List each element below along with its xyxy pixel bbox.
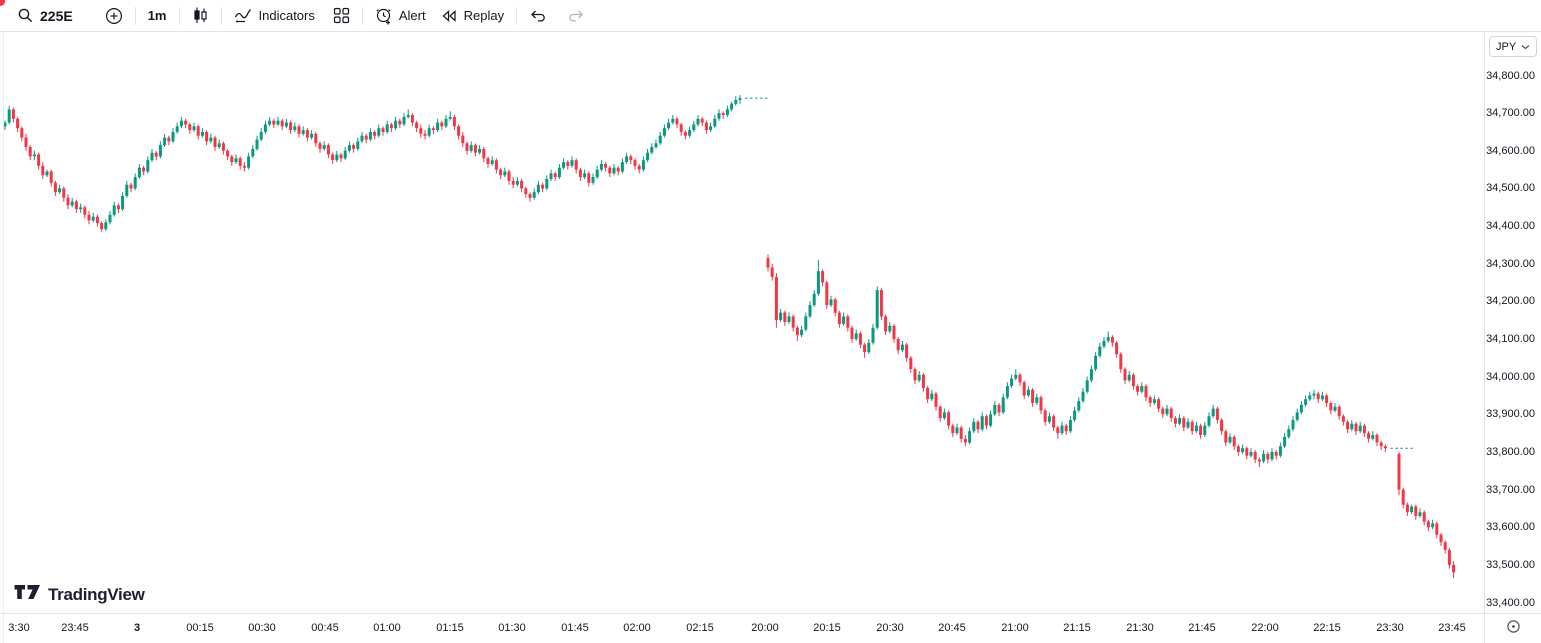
chevron-down-icon <box>1521 41 1530 53</box>
layout-grid-button[interactable] <box>326 3 357 29</box>
time-tick-label: 21:45 <box>1188 622 1216 634</box>
replay-button[interactable]: Replay <box>433 3 511 29</box>
grid-layout-icon <box>333 7 350 24</box>
time-tick-label: 22:15 <box>1313 622 1341 634</box>
time-tick-label: 00:30 <box>248 622 276 634</box>
add-symbol-button[interactable] <box>98 3 130 29</box>
time-tick-label: 20:30 <box>876 622 904 634</box>
time-tick-label: 00:15 <box>186 622 214 634</box>
price-tick-label: 34,400.00 <box>1486 220 1535 232</box>
interval-button[interactable]: 1m <box>141 3 174 29</box>
time-tick-label: 01:45 <box>561 622 589 634</box>
time-tick-label: 01:00 <box>373 622 401 634</box>
toolbar-divider <box>516 6 518 25</box>
indicators-button[interactable]: Indicators <box>227 3 322 29</box>
tradingview-logo-icon <box>14 584 41 605</box>
alert-label: Alert <box>398 8 426 23</box>
currency-label: JPY <box>1496 40 1517 53</box>
indicators-label: Indicators <box>258 8 315 23</box>
time-tick-label: 02:15 <box>686 622 714 634</box>
axis-settings-icon[interactable] <box>1506 619 1521 639</box>
price-tick-label: 33,600.00 <box>1486 521 1535 533</box>
time-tick-label: 20:15 <box>813 622 841 634</box>
redo-icon <box>567 8 585 23</box>
price-tick-label: 34,800.00 <box>1486 70 1535 82</box>
main-area: TradingView JPY 34,800.00 34,700.00 34,600… <box>0 32 1541 643</box>
toolbar-divider <box>178 6 180 25</box>
toolbar-divider <box>134 6 136 25</box>
replay-label: Replay <box>463 8 505 23</box>
toolbar-divider <box>220 6 222 25</box>
price-tick-label: 33,500.00 <box>1486 559 1535 571</box>
candlestick-icon <box>192 6 209 25</box>
alert-button[interactable]: Alert <box>368 3 433 29</box>
candle-style-button[interactable] <box>185 3 216 29</box>
indicators-icon <box>234 7 253 24</box>
price-tick-label: 33,900.00 <box>1486 408 1535 420</box>
time-tick-label: 3 <box>133 622 141 634</box>
time-tick-label: 21:30 <box>1126 622 1154 634</box>
symbol-label: 225E <box>40 7 73 24</box>
time-tick-label: 3:30 <box>8 622 30 634</box>
pane-left-border <box>3 32 4 643</box>
price-tick-label: 34,200.00 <box>1486 295 1535 307</box>
time-tick-label: 21:00 <box>1001 622 1029 634</box>
undo-icon <box>529 8 547 23</box>
price-tick-label: 34,700.00 <box>1486 107 1535 119</box>
time-tick-label: 22:00 <box>1251 622 1279 634</box>
axis-corner <box>1484 614 1541 643</box>
price-tick-label: 34,500.00 <box>1486 182 1535 194</box>
price-tick-label: 33,700.00 <box>1486 484 1535 496</box>
time-tick-label: 01:30 <box>498 622 526 634</box>
tradingview-logo[interactable]: TradingView <box>14 584 145 605</box>
interval-label: 1m <box>147 8 167 23</box>
time-tick-label: 02:00 <box>623 622 651 634</box>
chart-pane: TradingView <box>0 32 1484 643</box>
candlestick-chart[interactable] <box>0 32 1484 613</box>
price-tick-label: 34,300.00 <box>1486 258 1535 270</box>
rewind-icon <box>440 8 458 24</box>
time-tick-label: 20:00 <box>751 622 779 634</box>
price-tick-label: 33,800.00 <box>1486 446 1535 458</box>
time-tick-label: 01:15 <box>436 622 464 634</box>
time-tick-label: 21:15 <box>1063 622 1091 634</box>
time-tick-label: 20:45 <box>938 622 966 634</box>
redo-button[interactable] <box>560 3 592 29</box>
price-axis[interactable]: JPY 34,800.00 34,700.00 34,600.00 34,500.00… <box>1484 32 1541 613</box>
price-tick-label: 34,000.00 <box>1486 371 1535 383</box>
notification-dot <box>0 0 5 6</box>
price-tick-label: 34,100.00 <box>1486 333 1535 345</box>
time-tick-labels: 3:30 23:45 3 00:15 00:30 00:45 01:00 01:15 01:30… <box>0 614 1484 643</box>
plus-circle-icon <box>105 7 123 25</box>
tradingview-logo-text: TradingView <box>48 584 145 604</box>
symbol-search-button[interactable]: 225E <box>10 3 80 29</box>
price-tick-label: 34,600.00 <box>1486 145 1535 157</box>
time-tick-label: 23:45 <box>1438 622 1466 634</box>
search-icon <box>17 7 34 24</box>
toolbar-divider <box>361 6 363 25</box>
time-tick-label: 23:30 <box>1376 622 1404 634</box>
alarm-clock-icon <box>375 7 393 25</box>
undo-button[interactable] <box>522 3 554 29</box>
top-toolbar: 225E 1m <box>0 0 1541 32</box>
currency-dropdown[interactable]: JPY <box>1489 36 1537 57</box>
time-axis[interactable]: 3:30 23:45 3 00:15 00:30 00:45 01:00 01:15 01:30… <box>0 613 1541 643</box>
time-tick-label: 23:45 <box>61 622 89 634</box>
price-tick-label: 33,400.00 <box>1486 597 1535 609</box>
time-tick-label: 00:45 <box>311 622 339 634</box>
